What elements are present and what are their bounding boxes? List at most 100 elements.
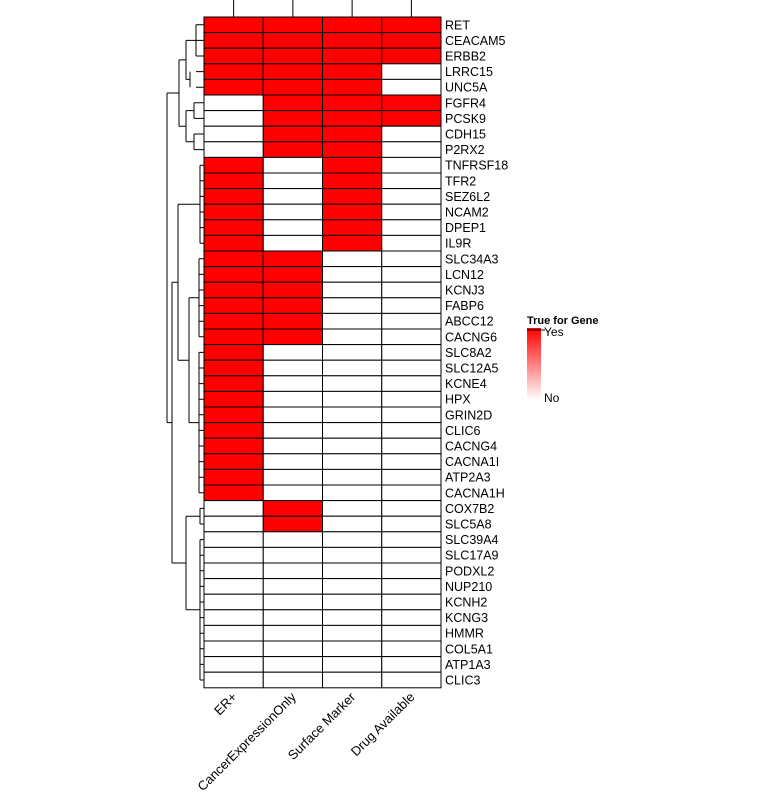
heatmap-cell bbox=[381, 63, 442, 80]
row-label: CACNG4 bbox=[445, 440, 497, 454]
row-label: SLC34A3 bbox=[445, 252, 499, 266]
heatmap-cell bbox=[203, 141, 264, 158]
heatmap-cell bbox=[262, 110, 323, 127]
heatmap-cell bbox=[381, 281, 442, 299]
heatmap-cell bbox=[322, 141, 383, 158]
heatmap-cell bbox=[381, 562, 442, 580]
heatmap-cell bbox=[203, 63, 264, 80]
row-label: FGFR4 bbox=[445, 96, 486, 110]
row-label: SLC8A2 bbox=[445, 346, 492, 360]
heatmap-cell bbox=[381, 422, 442, 439]
row-label: SLC5A8 bbox=[445, 518, 492, 532]
heatmap-cell bbox=[381, 266, 442, 283]
heatmap-cell bbox=[203, 531, 264, 548]
heatmap-cell bbox=[322, 344, 383, 361]
heatmap-cell bbox=[262, 390, 323, 408]
heatmap-cell bbox=[262, 468, 323, 486]
heatmap-cell bbox=[262, 172, 323, 190]
heatmap-cell bbox=[381, 344, 442, 361]
heatmap-cell bbox=[322, 32, 383, 49]
heatmap-cell bbox=[322, 63, 383, 80]
heatmap-cell bbox=[381, 110, 442, 127]
heatmap-cell bbox=[203, 656, 264, 673]
heatmap-cell bbox=[262, 156, 323, 174]
heatmap-cell bbox=[381, 640, 442, 658]
heatmap-cell bbox=[322, 593, 383, 611]
heatmap-cell bbox=[322, 328, 383, 346]
heatmap-cell bbox=[203, 578, 264, 595]
row-label: SLC17A9 bbox=[445, 549, 499, 563]
heatmap-cell bbox=[203, 390, 264, 408]
heatmap-cell bbox=[322, 125, 383, 143]
heatmap-cell bbox=[322, 453, 383, 470]
heatmap-cell bbox=[203, 406, 264, 424]
heatmap-cell bbox=[322, 609, 383, 626]
row-label: HMMR bbox=[445, 627, 484, 641]
heatmap-cell bbox=[322, 219, 383, 236]
heatmap-cell bbox=[203, 640, 264, 658]
heatmap-cell bbox=[322, 390, 383, 408]
row-dendrogram bbox=[166, 24, 204, 681]
heatmap-cell bbox=[322, 110, 383, 127]
heatmap-cell bbox=[322, 94, 383, 112]
heatmap-cell bbox=[322, 640, 383, 658]
heatmap-cell bbox=[381, 16, 442, 34]
heatmap-cell bbox=[262, 640, 323, 658]
heatmap-cell bbox=[381, 172, 442, 190]
heatmap-cell bbox=[203, 546, 264, 564]
heatmap-cell bbox=[203, 562, 264, 580]
heatmap-cell bbox=[381, 47, 442, 65]
column-dendrogram-branches bbox=[233, 0, 412, 17]
heatmap-cell bbox=[203, 624, 264, 642]
heatmap-cell bbox=[262, 141, 323, 158]
heatmap-cell bbox=[262, 16, 323, 34]
heatmap-cell bbox=[262, 281, 323, 299]
heatmap-cell bbox=[322, 562, 383, 580]
row-label: CEACAM5 bbox=[445, 34, 505, 48]
heatmap-cell bbox=[262, 78, 323, 96]
heatmap-cell bbox=[322, 375, 383, 392]
legend-label-no: No bbox=[544, 391, 560, 405]
heatmap-cell bbox=[203, 281, 264, 299]
row-label: COX7B2 bbox=[445, 502, 494, 516]
row-label: CACNG6 bbox=[445, 330, 497, 344]
heatmap-cell bbox=[381, 250, 442, 268]
row-label: HPX bbox=[445, 393, 471, 407]
row-label: PCSK9 bbox=[445, 112, 486, 126]
heatmap-cell bbox=[322, 297, 383, 314]
heatmap-cell bbox=[262, 328, 323, 346]
heatmap-cell bbox=[381, 484, 442, 502]
heatmap-cell bbox=[262, 406, 323, 424]
heatmap-cell bbox=[203, 110, 264, 127]
heatmap-cell bbox=[203, 32, 264, 49]
row-label: KCNJ3 bbox=[445, 284, 485, 298]
heatmap-cell bbox=[381, 500, 442, 517]
heatmap-cell bbox=[203, 515, 264, 533]
heatmap-cell bbox=[322, 234, 383, 252]
heatmap-cell bbox=[203, 453, 264, 470]
heatmap-cell bbox=[203, 297, 264, 314]
heatmap-cell bbox=[322, 266, 383, 283]
row-label: SLC12A5 bbox=[445, 362, 499, 376]
heatmap-cell bbox=[381, 375, 442, 392]
row-label: TFR2 bbox=[445, 174, 476, 188]
heatmap-cell bbox=[262, 375, 323, 392]
heatmap-cell bbox=[381, 78, 442, 96]
row-label: RET bbox=[445, 18, 470, 32]
heatmap-cell bbox=[203, 328, 264, 346]
heatmap-cell bbox=[381, 156, 442, 174]
heatmap-cell bbox=[203, 188, 264, 205]
heatmap-cell bbox=[262, 250, 323, 268]
heatmap-cell bbox=[262, 32, 323, 49]
heatmap-cell bbox=[322, 624, 383, 642]
row-label: SEZ6L2 bbox=[445, 190, 490, 204]
row-label: TNFRSF18 bbox=[445, 159, 508, 173]
heatmap-cell bbox=[322, 156, 383, 174]
heatmap-cell bbox=[322, 546, 383, 564]
heatmap-cell bbox=[262, 531, 323, 548]
heatmap-cell bbox=[262, 47, 323, 65]
row-label: KCNG3 bbox=[445, 611, 488, 625]
heatmap-cell bbox=[322, 515, 383, 533]
